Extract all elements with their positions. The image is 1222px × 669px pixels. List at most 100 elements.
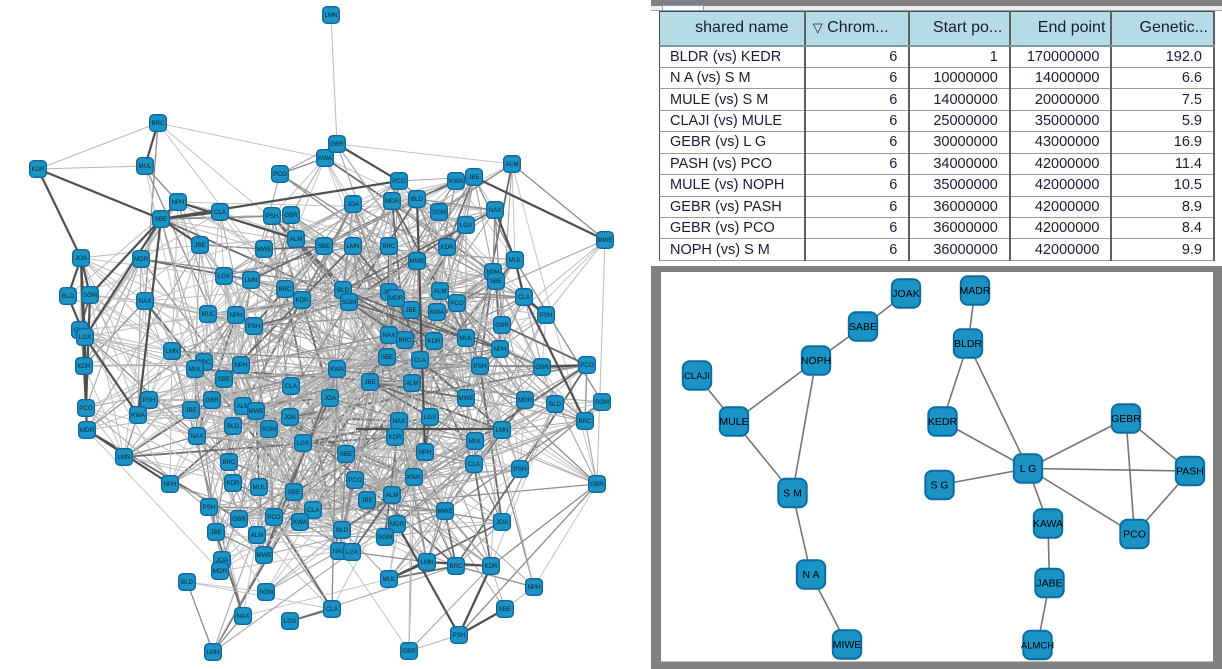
svg-text:JBE: JBE — [468, 174, 479, 181]
svg-text:SGM: SGM — [432, 209, 446, 216]
svg-text:KWA: KWA — [407, 474, 422, 481]
svg-text:LMN: LMN — [117, 454, 130, 461]
svg-text:PCO: PCO — [450, 300, 464, 307]
svg-text:KWA: KWA — [430, 309, 445, 316]
svg-text:BRC: BRC — [398, 337, 412, 344]
svg-text:MWE: MWE — [256, 552, 271, 559]
svg-text:LMN: LMN — [324, 12, 337, 19]
svg-text:KWA: KWA — [131, 412, 146, 419]
svg-text:KAWA: KAWA — [1033, 518, 1063, 530]
svg-text:MWE: MWE — [597, 237, 612, 244]
svg-text:BRC: BRC — [578, 418, 592, 425]
svg-text:LMN: LMN — [346, 243, 359, 250]
svg-text:KDR: KDR — [31, 166, 45, 173]
svg-text:SGM: SGM — [342, 299, 356, 306]
svg-text:PSH: PSH — [203, 504, 216, 511]
svg-text:BRC: BRC — [449, 563, 463, 570]
svg-text:L G: L G — [1020, 463, 1037, 475]
svg-text:LGX: LGX — [284, 618, 296, 625]
svg-text:NPH: NPH — [234, 362, 247, 369]
svg-text:N A: N A — [803, 569, 820, 581]
svg-text:NPH: NPH — [527, 584, 540, 591]
svg-text:PCO: PCO — [348, 477, 362, 484]
svg-text:NPH: NPH — [493, 346, 506, 353]
svg-text:ALM: ALM — [434, 288, 447, 295]
svg-text:GBR: GBR — [495, 322, 509, 329]
svg-text:NAX: NAX — [237, 613, 250, 620]
svg-text:PSH: PSH — [143, 397, 156, 404]
svg-text:MWE: MWE — [256, 246, 271, 253]
svg-text:BLD: BLD — [227, 423, 240, 430]
svg-text:MDR: MDR — [385, 198, 400, 205]
svg-text:GBR: GBR — [232, 516, 246, 523]
svg-text:SBE: SBE — [340, 451, 352, 458]
svg-text:JOAK: JOAK — [892, 288, 919, 300]
svg-text:S M: S M — [783, 487, 802, 499]
svg-text:GBR: GBR — [330, 141, 344, 148]
svg-text:GBR: GBR — [205, 397, 219, 404]
svg-text:NPH: NPH — [163, 481, 176, 488]
svg-text:JOA: JOA — [324, 395, 337, 402]
svg-text:MUL: MUL — [468, 438, 482, 445]
svg-text:MDR: MDR — [80, 427, 95, 434]
svg-text:SABE: SABE — [849, 321, 877, 333]
svg-text:LGX: LGX — [79, 334, 91, 341]
svg-text:CLA: CLA — [307, 507, 320, 514]
svg-text:BRC: BRC — [278, 286, 292, 293]
svg-text:MADR: MADR — [960, 285, 991, 297]
svg-text:PSH: PSH — [540, 312, 553, 319]
svg-text:KDR: KDR — [484, 563, 498, 570]
svg-text:MWE: MWE — [409, 258, 424, 265]
svg-text:JOA: JOA — [75, 255, 88, 262]
svg-text:CLAJI: CLAJI — [684, 371, 710, 382]
svg-text:GBR: GBR — [284, 212, 298, 219]
svg-text:NPH: NPH — [171, 199, 184, 206]
svg-text:KDR: KDR — [295, 297, 309, 304]
svg-text:LGX: LGX — [218, 273, 230, 280]
svg-text:LMN: LMN — [244, 277, 257, 284]
svg-text:MUL: MUL — [508, 257, 522, 264]
svg-text:BLD: BLD — [62, 293, 75, 300]
svg-text:KDR: KDR — [77, 363, 91, 370]
svg-text:KWA: KWA — [293, 519, 308, 526]
svg-text:BRC: BRC — [222, 459, 236, 466]
svg-text:SGM: SGM — [378, 534, 392, 541]
svg-text:SGM: SGM — [259, 589, 273, 596]
svg-text:ALM: ALM — [251, 532, 264, 539]
svg-text:SBE: SBE — [155, 216, 167, 223]
svg-text:NAX: NAX — [489, 207, 502, 214]
svg-text:PASH: PASH — [1176, 465, 1204, 477]
svg-text:JOA: JOA — [216, 557, 229, 564]
svg-text:BLDR: BLDR — [954, 338, 982, 350]
svg-text:CLA: CLA — [414, 357, 427, 364]
svg-text:KWA: KWA — [449, 178, 464, 185]
svg-text:PCO: PCO — [580, 362, 594, 369]
svg-text:NPH: NPH — [418, 449, 431, 456]
svg-text:NAX: NAX — [139, 298, 152, 305]
svg-text:PCO: PCO — [267, 514, 281, 521]
svg-text:MWE: MWE — [458, 395, 473, 402]
svg-text:PSH: PSH — [514, 466, 527, 473]
svg-text:MUL: MUL — [382, 576, 396, 583]
svg-text:ALM: ALM — [406, 380, 419, 387]
svg-text:BLD: BLD — [549, 401, 562, 408]
svg-text:BLD: BLD — [336, 527, 349, 534]
svg-text:MULE: MULE — [719, 416, 748, 428]
svg-text:KDR: KDR — [440, 244, 454, 251]
svg-text:MWE: MWE — [248, 408, 263, 415]
svg-text:LMN: LMN — [495, 427, 508, 434]
svg-text:BRC: BRC — [151, 120, 165, 127]
svg-text:PCO: PCO — [392, 178, 406, 185]
svg-text:JBE: JBE — [361, 497, 372, 504]
svg-text:JBE: JBE — [194, 242, 205, 249]
svg-text:KWA: KWA — [330, 366, 345, 373]
svg-text:NAX: NAX — [191, 433, 204, 440]
svg-text:JBE: JBE — [405, 307, 416, 314]
svg-text:SBE: SBE — [381, 354, 393, 361]
svg-text:SGM: SGM — [83, 292, 97, 299]
svg-text:MUL: MUL — [459, 335, 473, 342]
svg-text:MUL: MUL — [138, 163, 152, 170]
svg-text:MDR: MDR — [213, 568, 228, 575]
svg-text:SBE: SBE — [218, 376, 230, 383]
svg-text:ALMCH: ALMCH — [1021, 640, 1054, 651]
